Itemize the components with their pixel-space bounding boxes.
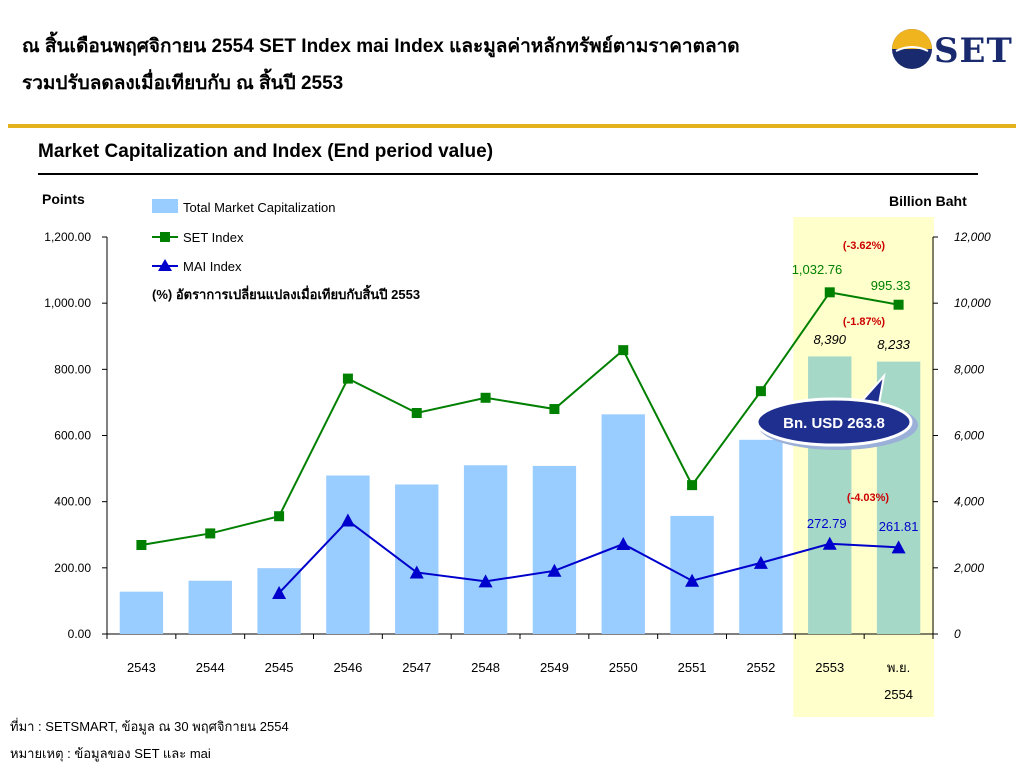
callout-text: Bn. USD 263.8 (783, 415, 885, 432)
right-tick-label: 4,000 (954, 495, 984, 509)
x-tick-label: 2553 (815, 660, 844, 675)
set-index-point (480, 392, 491, 403)
right-tick-label: 12,000 (954, 230, 991, 244)
footer-note: หมายเหตุ : ข้อมูลของ SET และ mai (10, 746, 211, 761)
set-index-point (549, 404, 560, 415)
set-index-line (141, 291, 899, 546)
header-title: ณ สิ้นเดือนพฤศจิกายน 2554 SET Index mai … (22, 28, 882, 102)
mai-index-point (753, 555, 768, 569)
left-tick-label: 1,000.00 (44, 296, 91, 310)
x-tick-label: 2546 (333, 660, 362, 675)
x-tick-label: 2551 (678, 660, 707, 675)
market-cap-bar (601, 414, 645, 634)
market-cap-change-label: (-1.87%) (843, 316, 886, 328)
legend-swatch-market-cap (152, 199, 178, 213)
x-tick-label: 2548 (471, 660, 500, 675)
x-tick-label: 2544 (196, 660, 225, 675)
mai-index-point (547, 563, 562, 577)
x-tick-label: 2545 (265, 660, 294, 675)
mai-index-point (822, 536, 837, 550)
set-index-point (893, 299, 904, 310)
x-tick-label: 2549 (540, 660, 569, 675)
mai-index-point (685, 573, 700, 587)
x-tick-sublabel: 2554 (884, 687, 913, 702)
mai-index-point (891, 540, 906, 554)
set-index-point (205, 528, 216, 539)
x-tick-label: 2543 (127, 660, 156, 675)
left-tick-label: 800.00 (54, 362, 91, 376)
market-cap-bar (326, 475, 370, 634)
set-index-point (274, 511, 285, 522)
set-index-label-2553: 1,032.76 (792, 262, 843, 277)
callout-bubble (755, 397, 913, 447)
right-axis-title: Billion Baht (889, 193, 967, 209)
set-index-label-nov: 995.33 (871, 278, 911, 293)
title-underline (38, 173, 978, 175)
legend-label-market-cap: Total Market Capitalization (183, 200, 335, 215)
x-tick-label: 2552 (746, 660, 775, 675)
left-tick-label: 600.00 (54, 429, 91, 443)
legend-marker-set-index (160, 232, 170, 242)
right-tick-label: 6,000 (954, 429, 984, 443)
left-tick-label: 0.00 (68, 627, 92, 641)
mai-index-point (409, 565, 424, 579)
right-tick-label: 2,000 (953, 561, 984, 575)
set-index-point (755, 386, 766, 397)
legend-marker-mai-index (158, 259, 172, 271)
x-tick-label: พ.ย. (887, 660, 910, 675)
x-tick-label: 2547 (402, 660, 431, 675)
market-cap-bar (532, 465, 577, 634)
left-tick-label: 200.00 (54, 561, 91, 575)
set-index-point (411, 408, 422, 419)
market-cap-bar (119, 591, 164, 634)
header-title-line2: รวมปรับลดลงเมื่อเทียบกับ ณ สิ้นปี 2553 (22, 73, 344, 94)
set-index-point (342, 373, 353, 384)
set-index-point (618, 345, 629, 356)
right-tick-label: 8,000 (954, 362, 984, 376)
set-logo-text: SET (934, 31, 1013, 71)
set-index-point (824, 287, 835, 298)
market-cap-bar (463, 465, 508, 634)
set-index-point (136, 540, 147, 551)
market-cap-label-2553: 8,390 (813, 332, 846, 347)
market-cap-bar (739, 439, 783, 634)
legend-note: (%) อัตราการเปลี่ยนแปลงเมื่อเทียบกับสิ้น… (152, 284, 420, 302)
mai-index-point (272, 585, 287, 599)
set-logo: SET (890, 27, 1013, 73)
mai-index-label-nov: 261.81 (879, 519, 919, 534)
right-tick-label: 0 (954, 627, 961, 641)
x-tick-label: 2550 (609, 660, 638, 675)
legend-label-set-index: SET Index (183, 230, 244, 245)
left-tick-label: 400.00 (54, 495, 91, 509)
left-tick-label: 1,200.00 (44, 230, 91, 244)
mai-index-point (478, 574, 493, 588)
market-cap-label-nov: 8,233 (877, 337, 910, 352)
chart-title: Market Capitalization and Index (End per… (38, 141, 494, 162)
set-index-change-label: (-3.62%) (843, 240, 886, 252)
legend-label-mai-index: MAI Index (183, 259, 242, 274)
footer-source: ที่มา : SETSMART, ข้อมูล ณ 30 พฤศจิกายน … (10, 719, 289, 734)
market-cap-bar (395, 484, 439, 634)
mai-index-line (278, 519, 899, 594)
right-tick-label: 10,000 (954, 296, 991, 310)
set-index-point (687, 480, 698, 491)
header-title-line1: ณ สิ้นเดือนพฤศจิกายน 2554 SET Index mai … (22, 36, 740, 57)
mai-index-point (340, 513, 355, 527)
mai-index-label-2553: 272.79 (807, 516, 847, 531)
market-cap-bar (188, 580, 232, 634)
mai-index-change-label: (-4.03%) (847, 492, 890, 504)
set-logo-icon (892, 29, 932, 69)
left-axis-title: Points (42, 191, 85, 207)
mai-index-point (616, 537, 631, 551)
header-divider (8, 124, 1016, 128)
